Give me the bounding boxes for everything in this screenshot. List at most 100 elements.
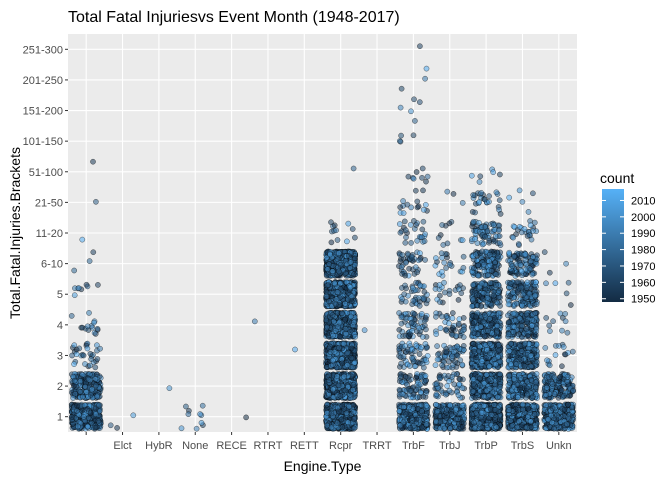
data-point [351, 319, 357, 326]
data-point [82, 383, 89, 390]
data-point [344, 362, 351, 368]
data-point [84, 345, 91, 352]
data-point [324, 266, 331, 273]
data-point [92, 375, 99, 382]
data-point [343, 331, 349, 337]
data-point [95, 418, 102, 424]
data-point [88, 420, 95, 426]
data-point [70, 395, 76, 401]
data-point [332, 301, 339, 308]
data-point [84, 423, 91, 430]
data-point [71, 267, 78, 274]
data-point [94, 356, 101, 362]
data-point [93, 198, 99, 205]
data-point [323, 317, 330, 324]
data-point [92, 424, 99, 431]
data-point [341, 373, 347, 380]
data-point [337, 393, 344, 399]
data-point [87, 350, 94, 357]
data-point [185, 411, 192, 418]
data-point [79, 393, 86, 400]
data-point [79, 324, 86, 331]
data-point [86, 310, 92, 316]
data-point [193, 425, 200, 432]
data-point [324, 422, 330, 429]
data-point [89, 386, 95, 393]
data-point [84, 405, 91, 412]
data-points [68, 43, 577, 432]
data-point [352, 333, 359, 340]
data-point [339, 403, 346, 410]
data-point [130, 412, 137, 419]
data-point [342, 316, 348, 323]
data-point [343, 350, 350, 357]
data-point [198, 419, 205, 426]
data-point [93, 382, 99, 389]
data-point [95, 282, 101, 288]
data-point [97, 345, 103, 352]
data-point [92, 364, 99, 371]
data-point [88, 356, 95, 362]
data-point [326, 298, 332, 305]
data-point [94, 393, 101, 400]
data-point [351, 359, 358, 366]
data-point [351, 271, 357, 278]
data-point [348, 313, 354, 320]
data-point [351, 416, 357, 422]
data-point [84, 323, 91, 330]
data-point [347, 284, 354, 291]
data-point [339, 424, 346, 430]
data-point [74, 402, 80, 409]
data-point [350, 381, 357, 388]
data-point [83, 388, 90, 395]
data-point [92, 331, 99, 337]
data-point [199, 402, 206, 409]
data-point [79, 236, 86, 243]
data-point [352, 255, 358, 262]
data-point [332, 327, 339, 334]
data-point [90, 158, 96, 165]
data-point [339, 360, 346, 367]
data-point [75, 285, 82, 291]
data-point [335, 382, 342, 389]
data-point [96, 408, 103, 414]
data-point [80, 414, 87, 420]
data-point [68, 313, 75, 319]
data-point [348, 298, 355, 305]
data-point [334, 373, 340, 380]
data-point [342, 387, 349, 394]
data-point [197, 411, 203, 417]
data-point [87, 410, 94, 416]
data-point [183, 403, 189, 410]
data-point [94, 325, 101, 332]
data-point [337, 333, 344, 340]
data-point [87, 362, 93, 369]
data-point [334, 289, 341, 295]
data-point [340, 340, 347, 347]
data-point [71, 377, 78, 384]
data-point [324, 373, 330, 380]
data-point [330, 386, 336, 393]
data-point [334, 420, 341, 427]
data-point [348, 345, 355, 352]
data-point [346, 403, 352, 410]
data-point [339, 310, 345, 317]
data-point [83, 281, 90, 288]
data-point [82, 361, 88, 367]
data-point [178, 425, 185, 432]
data-point [71, 292, 78, 299]
data-point [114, 425, 120, 431]
data-point [331, 280, 338, 286]
data-point [348, 355, 355, 361]
data-point [80, 352, 87, 359]
data-point [243, 414, 249, 421]
data-point [87, 391, 94, 398]
data-point [107, 422, 114, 429]
data-point [91, 319, 97, 326]
data-point [336, 344, 343, 351]
data-point [350, 387, 356, 393]
data-point [251, 318, 258, 325]
data-point [337, 280, 344, 287]
data-point [335, 408, 342, 415]
